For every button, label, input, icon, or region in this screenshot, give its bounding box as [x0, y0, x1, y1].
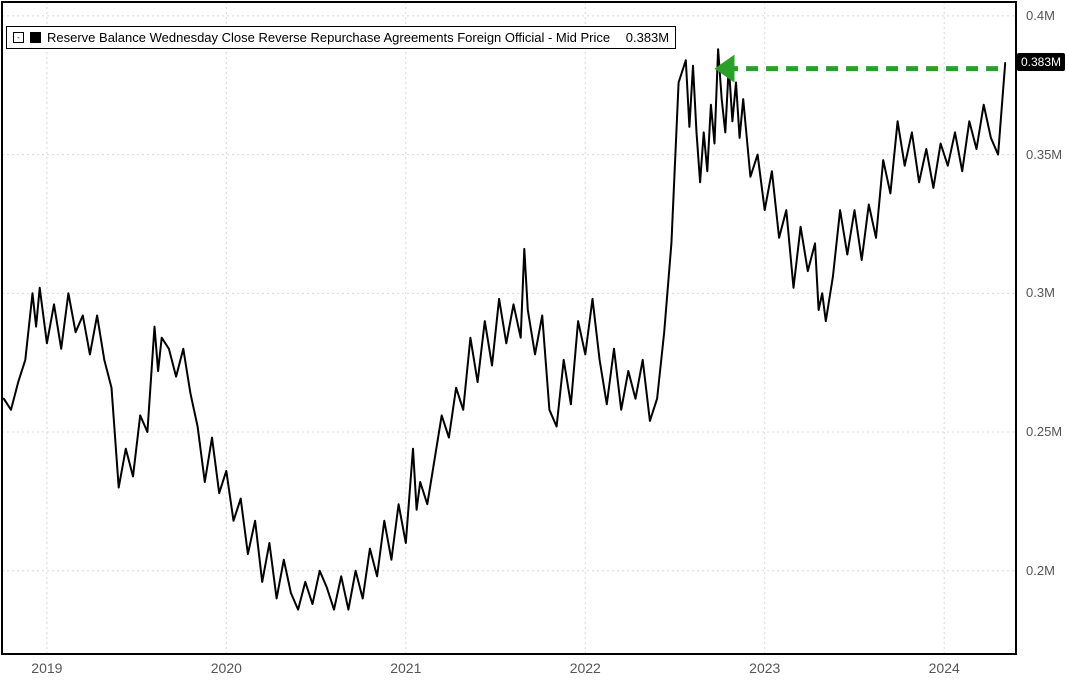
y-tick-label: 0.4M	[1026, 8, 1055, 23]
x-tick-label: 2023	[749, 660, 780, 676]
legend-swatch	[30, 32, 41, 43]
x-tick-label: 2021	[390, 660, 421, 676]
y-tick-label: 0.25M	[1026, 424, 1062, 439]
chart-container: - Reserve Balance Wednesday Close Revers…	[0, 0, 1069, 682]
legend-value: 0.383M	[626, 30, 669, 45]
value-flag: 0.383M	[1017, 53, 1065, 71]
y-tick-label: 0.35M	[1026, 147, 1062, 162]
legend-series-label: Reserve Balance Wednesday Close Reverse …	[47, 30, 610, 45]
legend-toggle-icon[interactable]: -	[13, 32, 24, 43]
chart-svg	[0, 0, 1069, 682]
x-tick-label: 2020	[211, 660, 242, 676]
legend-box: - Reserve Balance Wednesday Close Revers…	[6, 26, 676, 49]
y-tick-label: 0.3M	[1026, 285, 1055, 300]
x-tick-label: 2019	[31, 660, 62, 676]
y-tick-label: 0.2M	[1026, 563, 1055, 578]
value-flag-text: 0.383M	[1021, 55, 1061, 69]
x-tick-label: 2022	[570, 660, 601, 676]
x-tick-label: 2024	[929, 660, 960, 676]
